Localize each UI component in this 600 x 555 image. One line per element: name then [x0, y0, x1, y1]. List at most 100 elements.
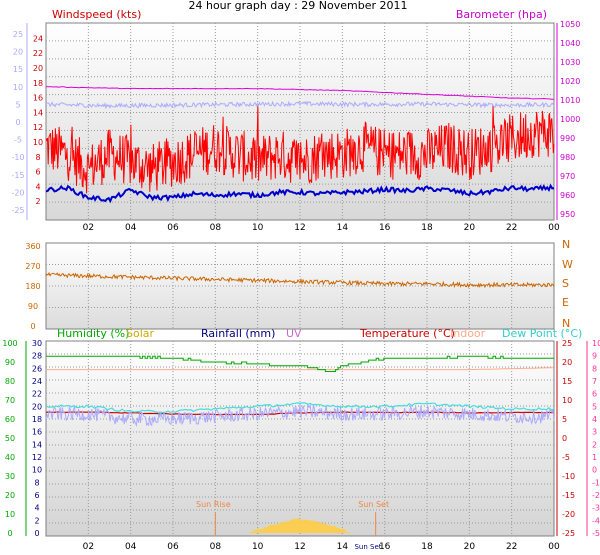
axis-tick-label: 26: [32, 364, 42, 373]
axis-tick-label: 25: [13, 30, 23, 39]
x-tick-label: 04: [125, 542, 137, 552]
axis-tick-label: 10: [33, 138, 43, 147]
direction-axis-ticks: 360 270 180 90 0: [25, 242, 40, 331]
axis-tick-label: -5: [14, 136, 22, 145]
axis-tick-label: -3: [592, 504, 600, 513]
axis-tick-label: 10: [592, 339, 600, 348]
series-windspeed-average: [45, 183, 555, 204]
axis-tick-label: 0: [562, 434, 567, 443]
axis-tick-label: 60: [5, 415, 15, 424]
axis-tick-label: 1030: [560, 58, 580, 67]
x-tick-label: 02: [83, 223, 94, 233]
x-tick-label: 14: [337, 223, 349, 233]
series-humidity: [46, 355, 554, 372]
axis-tick-label: 10: [5, 510, 15, 519]
x-tick-label: 14: [337, 542, 349, 552]
temperature-axis-ticks: 25 20 15 10 5 0 -5 -10 -15 -20 -25: [562, 339, 575, 538]
humidity-panel-x-ticks: 02 04 06 08 10 12 14 16 18 20 22 00: [83, 542, 560, 552]
axis-tick-label: 28: [32, 352, 42, 361]
axis-tick-label: 100: [2, 339, 17, 348]
axis-tick-label: -15: [562, 491, 575, 500]
x-tick-label: 12: [294, 542, 305, 552]
axis-tick-label: 20: [562, 358, 572, 367]
axis-tick-label: 14: [33, 108, 43, 117]
axis-tick-label: 950: [560, 210, 575, 219]
axis-tick-label: 10: [13, 83, 23, 92]
legend-dewpoint: Dew Point (°C): [502, 327, 582, 340]
legend-indoor: Indoor: [450, 327, 486, 340]
axis-tick-label: 22: [32, 390, 42, 399]
axis-tick-label: 8: [592, 364, 597, 373]
x-tick-label: 08: [210, 542, 222, 552]
axis-tick-label: 990: [560, 134, 575, 143]
x-tick-label: 16: [379, 223, 391, 233]
axis-tick-label: 1010: [560, 96, 580, 105]
series-temperature-left: [45, 100, 555, 110]
axis-tick-label: 12: [33, 123, 43, 132]
axis-tick-label: 20: [33, 64, 43, 73]
sunset-tick-label: Sun Set: [354, 543, 381, 551]
legend-humidity: Humidity (%): [57, 327, 129, 340]
axis-tick-label: 1000: [560, 115, 580, 124]
axis-tick-label: 90: [28, 302, 38, 311]
axis-tick-label: 2: [592, 440, 597, 449]
x-tick-label: 18: [421, 223, 433, 233]
wind-panel-x-ticks: 02 04 06 08 10 12 14 16 18 20 22 00: [83, 223, 560, 233]
axis-tick-label: -15: [11, 171, 24, 180]
legend-solar: Solar: [126, 327, 155, 340]
x-tick-label: 22: [506, 223, 517, 233]
sunrise-label: Sun Rise: [196, 500, 231, 509]
direction-panel-series: [45, 271, 555, 289]
x-tick-label: 02: [83, 542, 94, 552]
axis-tick-label: -5: [592, 529, 600, 538]
axis-tick-label: 5: [592, 402, 597, 411]
axis-tick-label: 0: [34, 529, 39, 538]
barometer-axis-ticks: 1050 1040 1030 1020 1010 1000 990 980 970 960 950: [560, 20, 580, 219]
axis-tick-label: 8: [34, 478, 39, 487]
x-tick-label: 10: [252, 223, 264, 233]
compass-label: N: [562, 238, 570, 251]
axis-tick-label: 5: [15, 100, 20, 109]
axis-tick-label: 6: [35, 168, 40, 177]
axis-tick-label: 90: [5, 358, 15, 367]
barometer-axis-label: Barometer (hpa): [456, 8, 547, 21]
axis-tick-label: 7: [592, 377, 597, 386]
x-tick-label: 18: [421, 542, 433, 552]
x-tick-label: 04: [125, 223, 137, 233]
x-tick-label: 08: [210, 223, 222, 233]
axis-tick-label: 360: [25, 242, 40, 251]
axis-tick-label: 24: [33, 34, 43, 43]
x-tick-label: 06: [167, 542, 179, 552]
page-title: 24 hour graph day : 29 November 2011: [188, 0, 407, 12]
axis-tick-label: 16: [32, 428, 42, 437]
axis-tick-label: 14: [32, 440, 42, 449]
axis-tick-label: 9: [592, 352, 597, 361]
x-tick-label: 20: [464, 223, 476, 233]
legend-uv: UV: [286, 327, 302, 340]
series-solar: [247, 518, 353, 533]
axis-tick-label: 20: [13, 48, 23, 57]
x-tick-label: 10: [252, 542, 264, 552]
axis-tick-label: 5: [562, 415, 567, 424]
windspeed-axis-label: Windspeed (kts): [52, 8, 141, 21]
series-windspeed: [45, 103, 555, 194]
axis-tick-label: 0: [592, 466, 597, 475]
compass-label: E: [562, 296, 569, 309]
compass-label: W: [562, 258, 573, 271]
wind-panel-frame: [45, 22, 555, 221]
compass-label: N: [562, 317, 570, 330]
axis-tick-label: 10: [562, 396, 572, 405]
axis-tick-label: 2: [34, 516, 39, 525]
axis-tick-label: 1040: [560, 39, 580, 48]
axis-tick-label: -4: [592, 516, 600, 525]
axis-tick-label: 2: [35, 197, 40, 206]
axis-tick-label: 6: [592, 390, 597, 399]
axis-tick-label: 3: [592, 428, 597, 437]
axis-tick-label: 30: [32, 339, 42, 348]
axis-tick-label: -10: [11, 153, 24, 162]
